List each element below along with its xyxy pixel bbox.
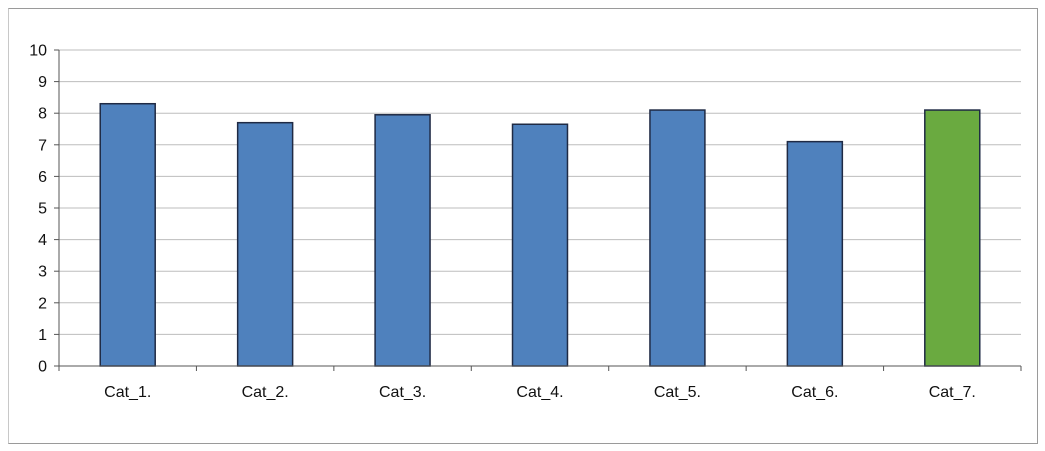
x-tick-label: Cat_7. [929,384,976,401]
bar-6 [786,140,844,367]
y-tick-label: 3 [38,264,47,281]
y-tick-label: 10 [29,43,47,60]
y-tick-label: 5 [38,201,47,218]
y-tick-labels: 0 1 2 3 4 5 6 7 8 9 10 [29,43,59,376]
bar-2 [236,121,294,367]
bar-3 [374,114,431,367]
bar-5 [649,109,706,367]
x-tick-label: Cat_3. [379,384,426,401]
x-tick-label: Cat_1. [104,384,151,401]
bars [99,102,981,367]
y-tick-label: 6 [38,169,47,186]
y-tick-label: 0 [38,359,47,376]
chart-frame [8,8,1038,444]
bar-1 [99,102,156,367]
y-tick-label: 2 [38,295,47,312]
x-tick-label: Cat_2. [242,384,289,401]
y-tick-label: 4 [38,232,47,249]
y-tick-label: 9 [38,74,47,91]
y-tick-label: 1 [38,327,47,344]
x-tick-label: Cat_5. [654,384,701,401]
x-tick-label: Cat_4. [516,384,563,401]
gridlines [59,49,1021,335]
x-tick-label: Cat_6. [791,384,838,401]
x-tick-labels: Cat_1. Cat_2. Cat_3. Cat_4. Cat_5. Cat_6. Cat_… [58,366,1022,401]
bar-7 [924,109,981,367]
bar-4 [511,123,569,367]
y-tick-label: 7 [38,137,47,154]
y-tick-label: 8 [38,106,47,123]
